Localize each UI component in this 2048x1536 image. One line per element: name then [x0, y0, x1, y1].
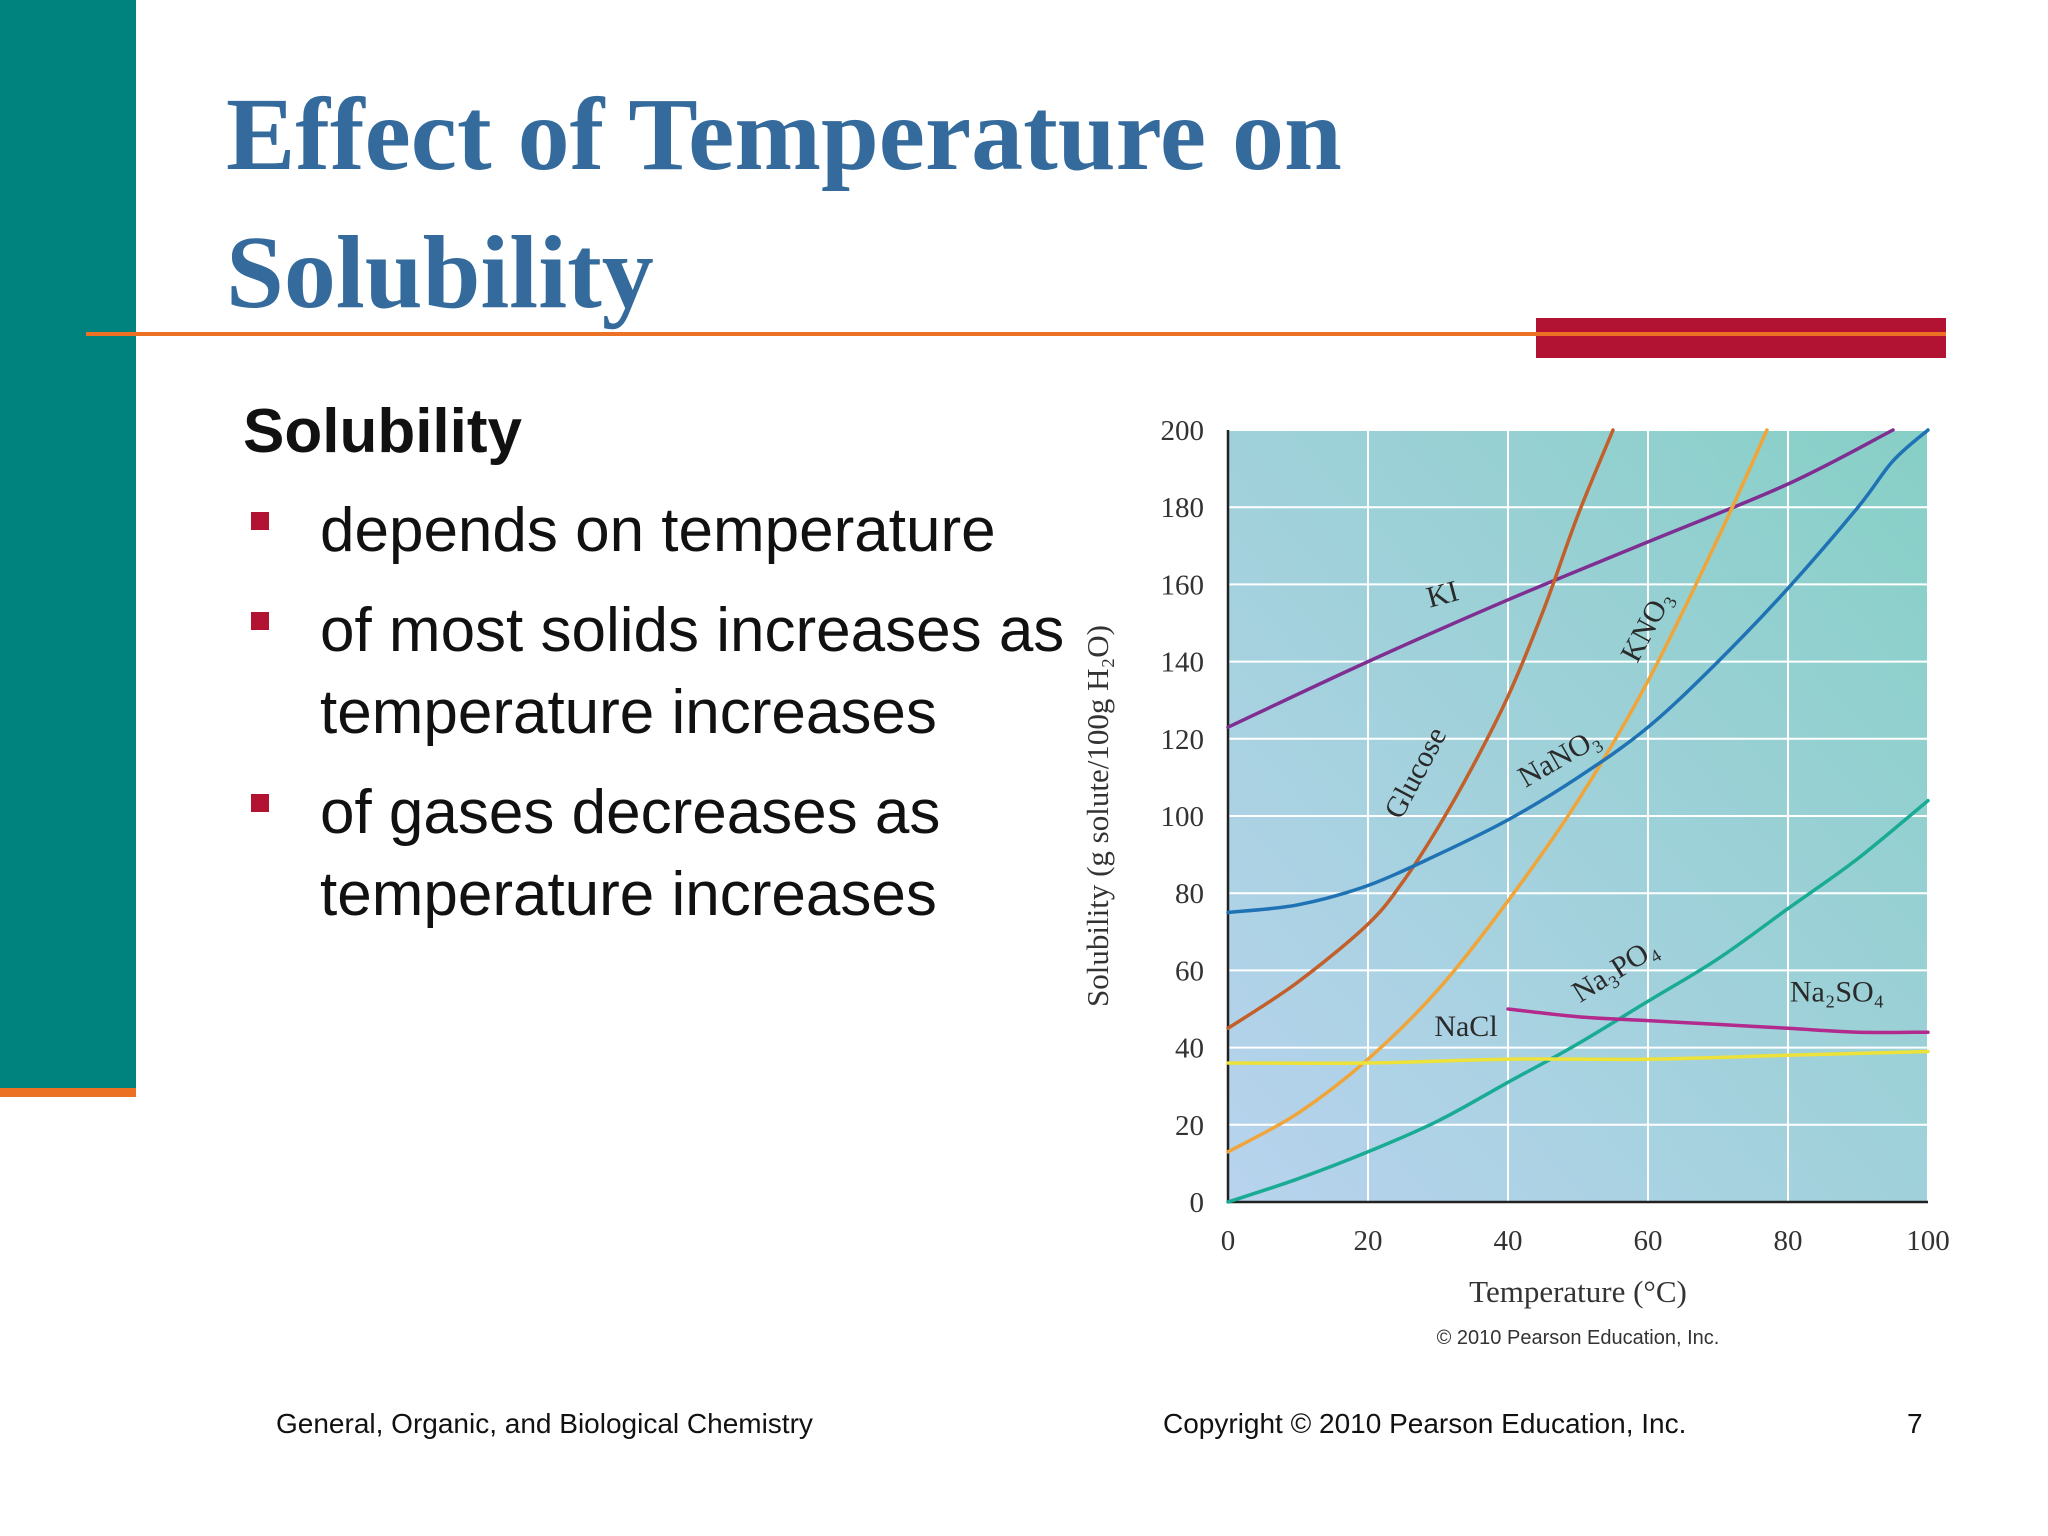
bullet-text: of most solids increases as temperature … [320, 596, 1065, 747]
series-label: Na₂SO₄ [1790, 975, 1884, 1008]
square-bullet-icon [251, 794, 269, 812]
bullet-item: of most solids increases as temperature … [243, 590, 1073, 754]
x-tick-label: 20 [1354, 1225, 1383, 1257]
series-line [1226, 798, 1930, 1204]
series-line [1506, 1007, 1930, 1035]
sidebar-accent [0, 0, 136, 1090]
x-tick-label: 80 [1774, 1225, 1803, 1257]
y-tick-label: 80 [1175, 878, 1204, 910]
tick-labels: 0 20 40 60 80 100 120 140 160 180 200 0 20 40 60 80 100 [1161, 415, 1950, 1257]
subheading: Solubility [243, 397, 522, 466]
y-tick-label: 0 [1190, 1187, 1205, 1219]
slide-title: Effect of Temperature on Solubility [226, 77, 1342, 330]
series-line [1226, 428, 1895, 729]
series-line [1226, 428, 1769, 1154]
y-tick-label: 100 [1161, 801, 1205, 833]
bullet-item: depends on temperature [243, 490, 1073, 572]
title-accent-block [1536, 318, 1946, 358]
x-tick-label: 60 [1634, 1225, 1663, 1257]
y-tick-label: 120 [1161, 724, 1205, 756]
square-bullet-icon [251, 512, 269, 530]
bullet-text: depends on temperature [320, 496, 996, 565]
square-bullet-icon [251, 612, 269, 630]
axes [1226, 430, 1928, 1204]
chart-credit: © 2010 Pearson Education, Inc. [1437, 1327, 1720, 1349]
page-number: 7 [1907, 1408, 1923, 1439]
y-tick-label: 160 [1161, 569, 1205, 601]
y-tick-label: 20 [1175, 1110, 1204, 1142]
footer-copyright: Copyright © 2010 Pearson Education, Inc. [1163, 1408, 1687, 1439]
series-line [1226, 428, 1930, 915]
y-tick-label: 60 [1175, 955, 1204, 987]
gridlines [1227, 429, 1929, 1203]
x-tick-label: 0 [1221, 1225, 1236, 1257]
series-line [1226, 428, 1615, 1031]
x-axis-label: Temperature (°C) [1469, 1274, 1687, 1309]
series-line [1226, 1049, 1930, 1066]
bullet-item: of gases decreases as temperature increa… [243, 772, 1073, 936]
series-lines [1226, 428, 1930, 1204]
y-axis-label: Solubility (g solute/100g H₂O) [1080, 625, 1115, 1007]
y-tick-label: 140 [1161, 647, 1205, 679]
footer-course: General, Organic, and Biological Chemist… [276, 1408, 813, 1439]
sidebar-accent-line [0, 1088, 136, 1097]
bullet-text: of gases decreases as temperature increa… [320, 778, 941, 929]
title-accent-line [1536, 332, 1946, 336]
y-tick-label: 40 [1175, 1033, 1204, 1065]
bullet-list: depends on temperature of most solids in… [243, 490, 1073, 954]
y-tick-label: 200 [1161, 415, 1205, 447]
y-tick-label: 180 [1161, 492, 1205, 524]
title-underline [86, 332, 1946, 336]
x-tick-label: 40 [1494, 1225, 1523, 1257]
series-label: NaCl [1434, 1010, 1497, 1043]
x-tick-label: 100 [1906, 1225, 1950, 1257]
